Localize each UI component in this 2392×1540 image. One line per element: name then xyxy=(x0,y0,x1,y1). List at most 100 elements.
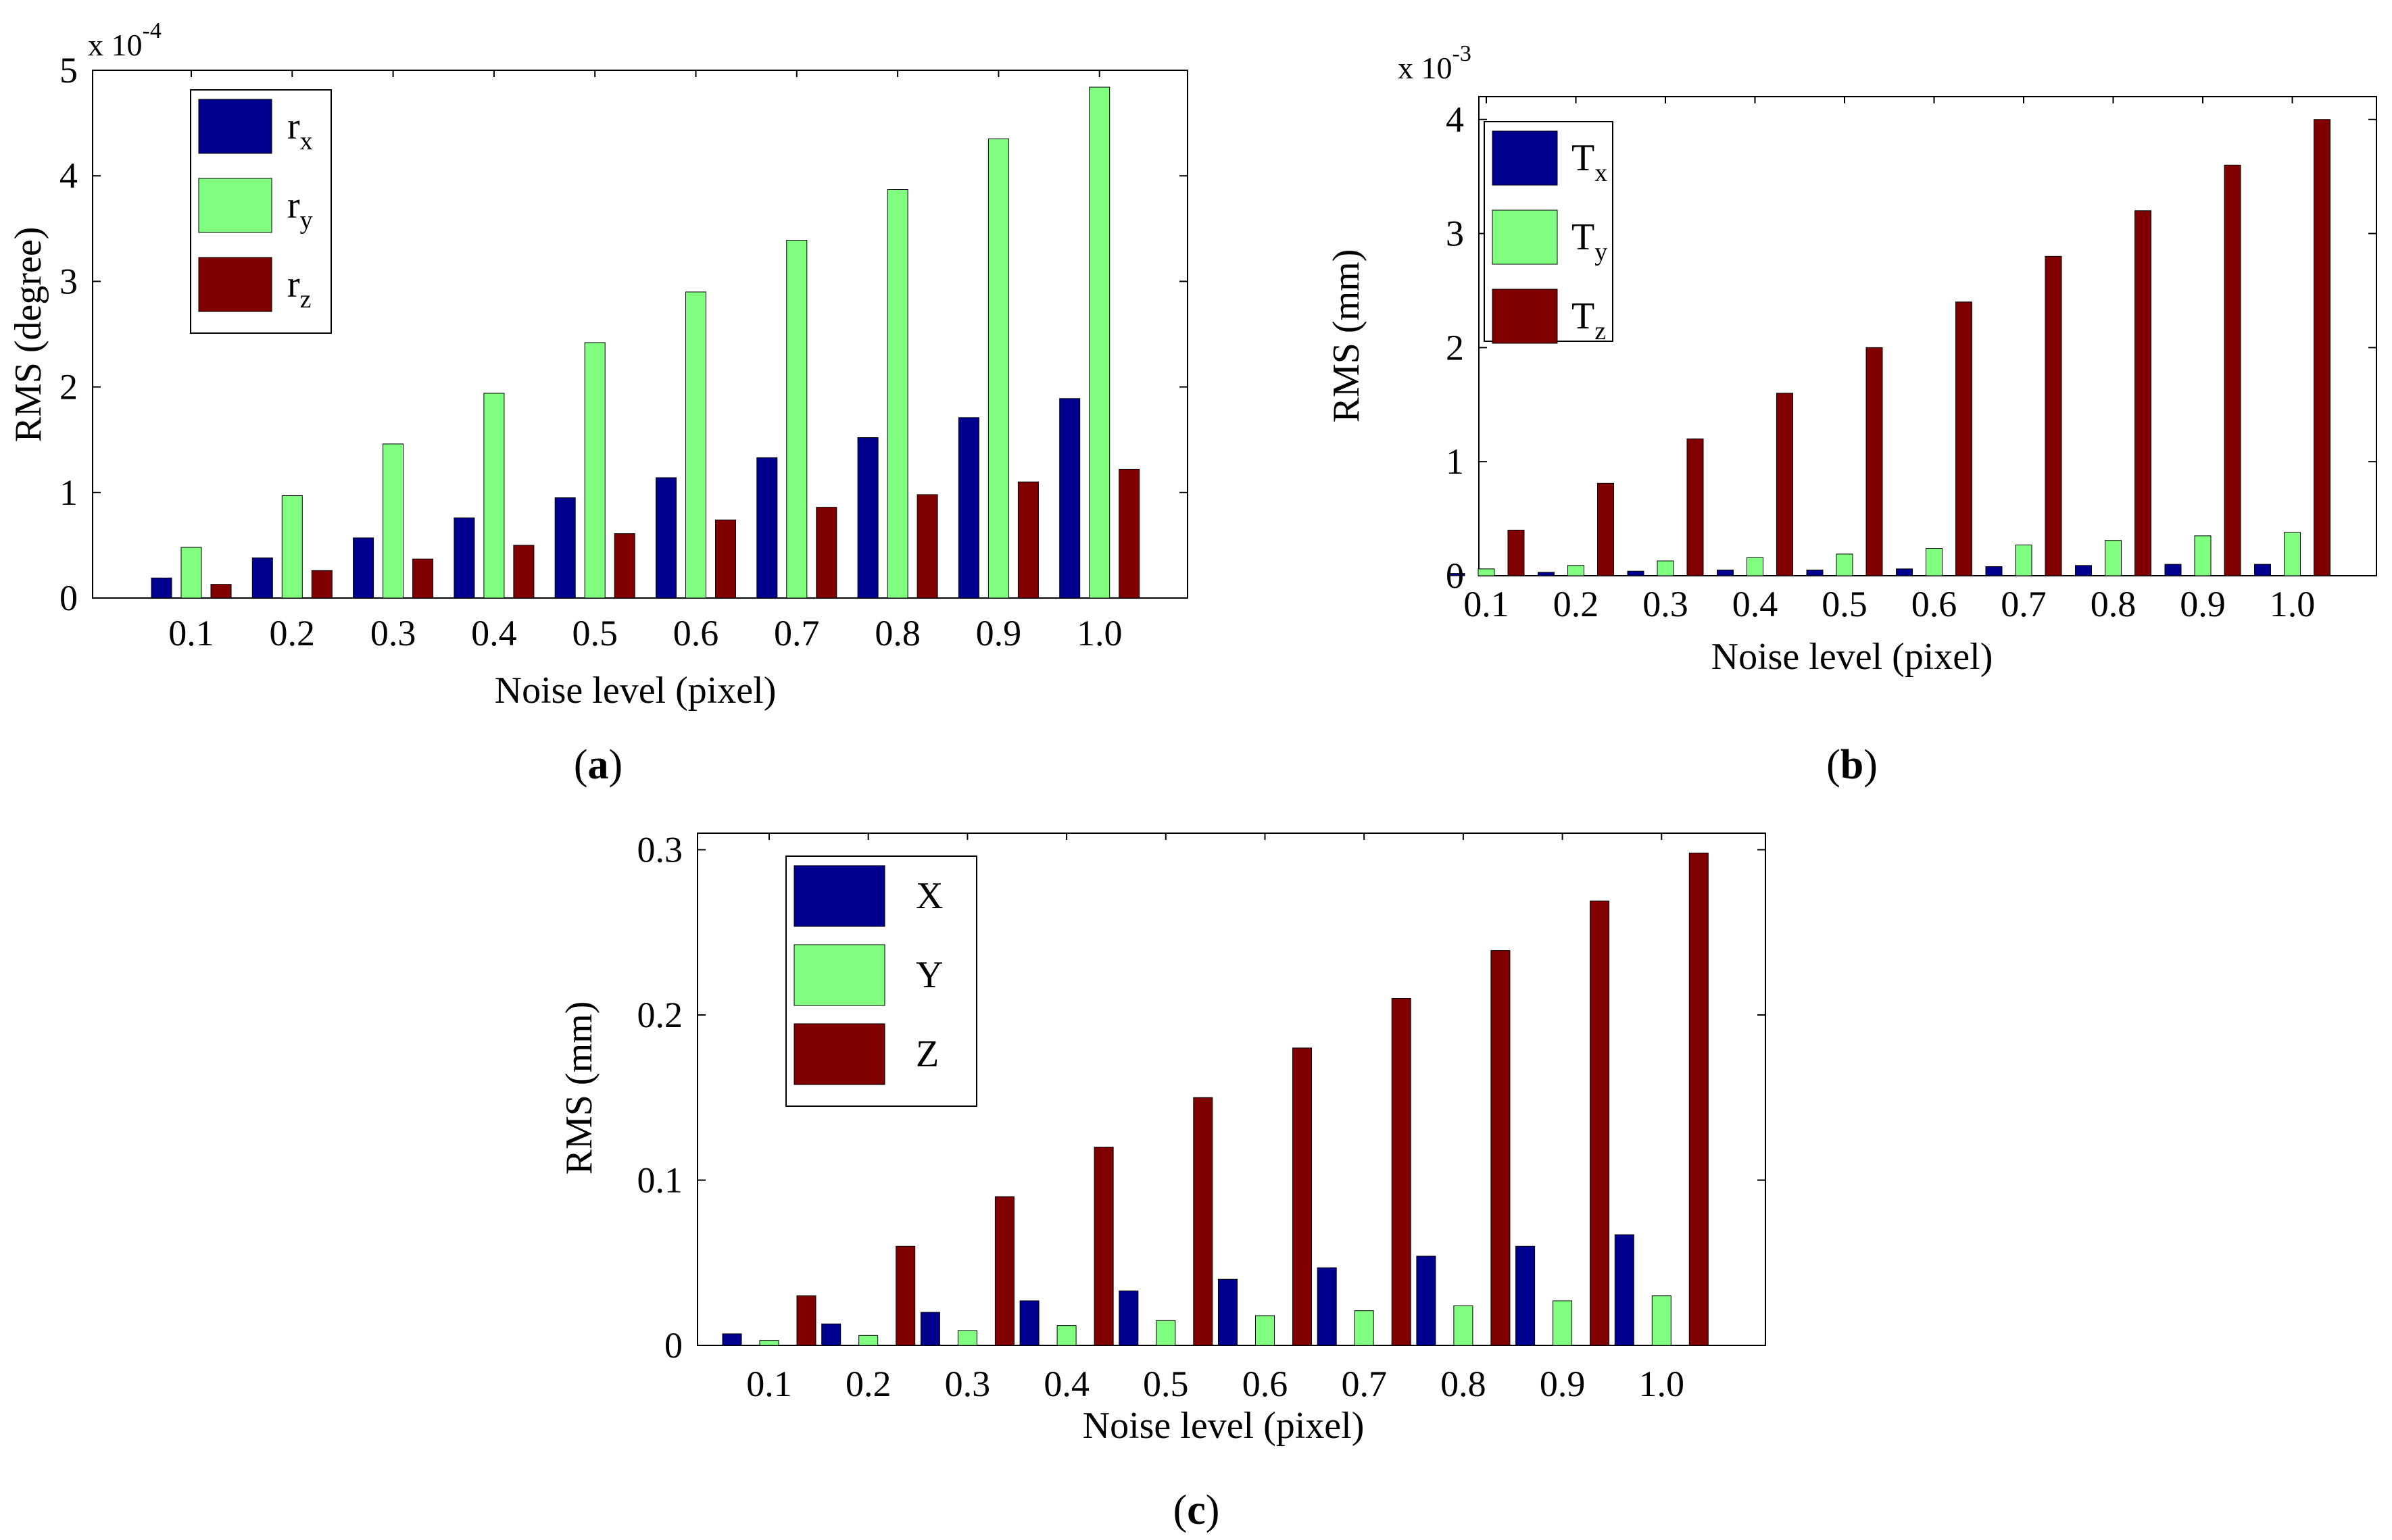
x-tick-label-a: 0.3 xyxy=(370,613,416,653)
legend-swatch-b xyxy=(1492,289,1558,344)
bar-a-rz-0.4 xyxy=(513,545,535,599)
y-tick-labels-a: 0 1 2 3 4 5 xyxy=(59,50,78,618)
bar-c-y-0.8 xyxy=(1453,1305,1473,1346)
bar-a-ry-0.7 xyxy=(786,239,808,599)
x-tick-label-a: 0.8 xyxy=(875,613,921,653)
bar-c-x-0.3 xyxy=(920,1312,940,1346)
bar-a-rx-0.2 xyxy=(251,557,273,599)
legend-label-a: rx xyxy=(287,105,313,155)
x-axis-title-c: Noise level (pixel) xyxy=(1083,1405,1365,1447)
bar-c-z-0.2 xyxy=(896,1245,916,1346)
x-tick-label-a: 0.6 xyxy=(673,613,719,653)
legend-label-a: ry xyxy=(287,184,313,234)
bar-b-tz-0.9 xyxy=(2224,164,2241,576)
y-tick-label-b: 0 xyxy=(1446,555,1464,596)
x-tick-label-c: 0.7 xyxy=(1341,1364,1387,1404)
bar-c-z-0.9 xyxy=(1590,900,1610,1346)
bar-b-ty-0.8 xyxy=(2105,540,2122,576)
bar-a-rz-0.8 xyxy=(917,494,938,599)
bar-b-tx-0.4 xyxy=(1717,570,1734,576)
bar-c-y-0.1 xyxy=(759,1340,779,1346)
bar-c-x-0.9 xyxy=(1515,1245,1536,1346)
bar-c-z-0.3 xyxy=(994,1196,1015,1346)
bar-a-rz-0.9 xyxy=(1017,481,1039,599)
y-scale-base-b: x 10 xyxy=(1398,51,1453,85)
bar-b-ty-0.4 xyxy=(1747,557,1763,576)
bar-a-rz-0.1 xyxy=(210,584,232,599)
x-tick-label-c: 0.4 xyxy=(1044,1364,1090,1404)
bar-a-rx-0.3 xyxy=(353,537,374,599)
legend-swatch-a xyxy=(198,178,272,233)
bar-c-y-0.6 xyxy=(1255,1315,1275,1346)
bar-a-rz-0.3 xyxy=(412,558,434,599)
bar-b-ty-0.1 xyxy=(1478,568,1495,576)
bar-b-tz-0.4 xyxy=(1776,393,1793,576)
bars-b xyxy=(1448,119,2330,576)
bar-c-x-0.1 xyxy=(722,1333,742,1346)
legend-label-b: Ty xyxy=(1571,216,1607,266)
bar-b-tz-0.5 xyxy=(1865,347,1883,576)
legend-label-b: Tx xyxy=(1571,137,1607,187)
bar-c-z-1.0 xyxy=(1688,852,1709,1346)
bar-b-ty-0.6 xyxy=(1926,547,1943,576)
legend-swatch-c xyxy=(794,944,885,1006)
bar-b-ty-0.2 xyxy=(1567,565,1584,576)
bars-a xyxy=(151,86,1140,599)
bar-b-ty-0.9 xyxy=(2194,535,2212,576)
legend-label-c: X xyxy=(916,875,943,917)
y-tick-label-a: 4 xyxy=(59,155,78,196)
bar-c-x-0.5 xyxy=(1119,1290,1139,1346)
bar-b-tx-0.1 xyxy=(1448,573,1465,576)
x-tick-label-c: 0.8 xyxy=(1440,1364,1486,1404)
panel-label-a: (a) xyxy=(574,742,623,788)
x-tick-label-b: 0.6 xyxy=(1911,584,1957,624)
legend-swatch-a xyxy=(198,99,272,154)
y-tick-labels-b: 0 1 2 3 4 xyxy=(1446,99,1464,596)
chart-panel-b: 0 1 2 3 4 0.1 0.2 0.3 0.4 0.5 0.6 0.7 0.8 0.9 1.0 Noi… xyxy=(1325,41,2377,788)
bar-a-ry-0.2 xyxy=(281,495,303,599)
bar-a-rx-0.6 xyxy=(656,477,677,599)
bar-c-x-0.2 xyxy=(821,1323,841,1346)
bar-b-tz-1.0 xyxy=(2314,119,2330,576)
bar-b-tz-0.1 xyxy=(1507,529,1525,576)
chart-panel-a: 0 1 2 3 4 5 0.1 0.2 0.3 0.4 0.5 0.6 0.7 0.8 0.9 1.0 No… xyxy=(7,18,1188,788)
y-tick-label-a: 1 xyxy=(59,472,78,513)
legend-label-c: Z xyxy=(916,1033,939,1075)
bar-b-tx-1.0 xyxy=(2254,564,2271,576)
bar-a-rz-1.0 xyxy=(1119,468,1140,599)
bar-c-x-0.6 xyxy=(1218,1278,1238,1346)
y-tick-label-a: 3 xyxy=(59,261,78,301)
legend-swatch-b xyxy=(1492,130,1558,186)
y-tick-label-a: 0 xyxy=(59,578,78,618)
x-tick-label-b: 0.3 xyxy=(1642,584,1688,624)
legend-swatch-a xyxy=(198,257,272,312)
bar-c-y-0.5 xyxy=(1156,1320,1176,1346)
bar-a-rx-0.1 xyxy=(151,577,172,599)
x-tick-label-b: 0.8 xyxy=(2091,584,2137,624)
bar-a-rx-0.4 xyxy=(454,517,475,599)
x-tick-labels-b: 0.1 0.2 0.3 0.4 0.5 0.6 0.7 0.8 0.9 1.0 xyxy=(1463,584,2315,624)
bar-c-z-0.7 xyxy=(1391,998,1411,1346)
x-tick-label-b: 0.7 xyxy=(2001,584,2047,624)
bar-c-z-0.8 xyxy=(1490,950,1511,1346)
bar-a-rx-1.0 xyxy=(1059,398,1081,599)
y-tick-label-c: 0.2 xyxy=(637,995,683,1035)
bar-a-ry-0.9 xyxy=(987,139,1009,599)
bar-b-tz-0.7 xyxy=(2045,255,2062,576)
bar-a-ry-0.4 xyxy=(483,393,505,599)
x-tick-label-b: 0.2 xyxy=(1553,584,1599,624)
bar-a-rz-0.5 xyxy=(614,533,635,599)
x-axis-title-a: Noise level (pixel) xyxy=(495,670,777,712)
y-scale-exponent-a: -4 xyxy=(143,18,162,43)
x-tick-label-a: 0.4 xyxy=(471,613,517,653)
bar-c-x-0.4 xyxy=(1019,1300,1040,1346)
y-tick-label-b: 3 xyxy=(1446,214,1464,254)
x-tick-label-a: 0.5 xyxy=(572,613,618,653)
bars-c xyxy=(722,852,1709,1346)
x-tick-label-b: 0.5 xyxy=(1822,584,1868,624)
bar-c-y-0.2 xyxy=(858,1335,879,1346)
bar-c-y-1.0 xyxy=(1651,1295,1671,1346)
y-axis-title-a: RMS (degree) xyxy=(7,227,49,443)
x-tick-label-b: 0.4 xyxy=(1732,584,1778,624)
